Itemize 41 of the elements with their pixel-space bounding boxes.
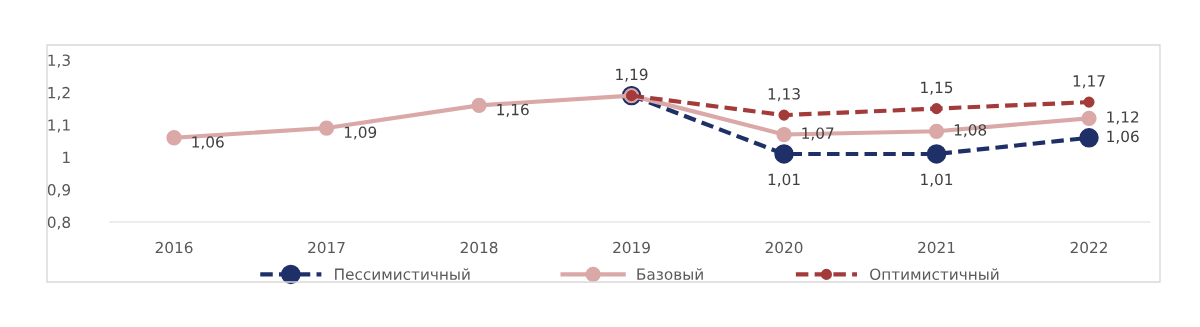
data-label: 1,07 (802, 127, 834, 141)
x-tick-label: 2017 (308, 241, 345, 254)
x-tick-label: 2020 (765, 241, 803, 254)
point (928, 123, 945, 139)
point (318, 120, 335, 136)
data-label: 1,09 (344, 126, 377, 140)
data-label: 1,12 (1107, 111, 1139, 125)
y-tick-label: 1 (63, 151, 70, 163)
data-label: 1,19 (616, 68, 648, 82)
data-label: 1,01 (921, 173, 953, 187)
y-tick-label: 0,9 (47, 184, 71, 198)
data-label: 1,13 (768, 88, 800, 102)
y-tick-label: 1,2 (48, 86, 70, 100)
point (926, 144, 947, 164)
point (776, 126, 792, 143)
point (1079, 128, 1099, 148)
legend-label: Пессимистичный (335, 268, 470, 280)
data-label: 1,16 (497, 103, 529, 117)
data-label: 1,17 (1073, 75, 1105, 89)
data-label: 1,01 (768, 173, 800, 187)
point (778, 109, 790, 121)
x-tick-label: 2019 (613, 241, 650, 254)
point (1083, 96, 1095, 108)
point (1081, 110, 1097, 126)
x-tick-label: 2016 (155, 241, 193, 254)
point (471, 97, 487, 113)
data-label: 1,15 (921, 81, 953, 95)
x-tick-label: 2022 (1070, 241, 1107, 254)
legend-label: Базовый (637, 268, 703, 280)
point (166, 130, 182, 146)
data-label: 1,06 (192, 136, 224, 150)
legend-label: Оптимистичный (870, 268, 999, 280)
x-tick-label: 2021 (918, 241, 955, 254)
y-tick-label: 1,3 (48, 54, 70, 68)
data-label: 1,06 (1107, 130, 1139, 144)
point (774, 144, 794, 164)
y-tick-label: 1,1 (48, 119, 70, 133)
y-tick-label: 0,8 (47, 216, 71, 230)
point (930, 103, 943, 115)
data-label: 1,08 (954, 124, 987, 138)
x-tick-label: 2018 (460, 241, 498, 254)
